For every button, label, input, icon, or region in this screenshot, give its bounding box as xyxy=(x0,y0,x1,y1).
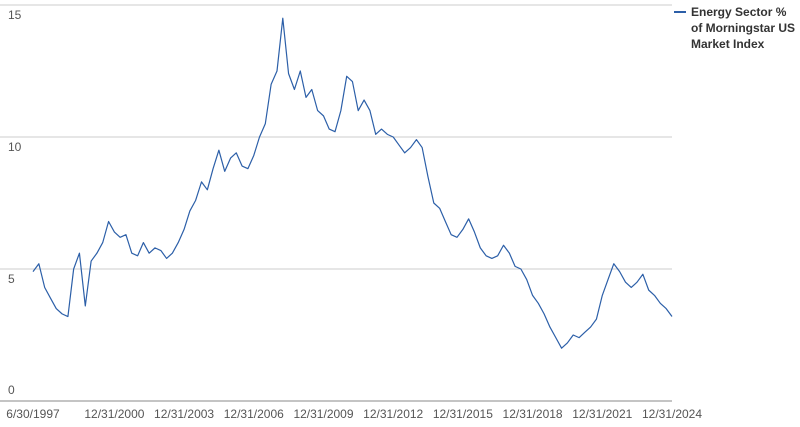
legend: Energy Sector % of Morningstar US Market… xyxy=(674,4,798,52)
y-tick-label: 5 xyxy=(8,272,15,286)
x-tick-label: 6/30/1997 xyxy=(6,407,60,421)
x-tick-label: 12/31/2003 xyxy=(154,407,214,421)
y-tick-label: 15 xyxy=(8,8,22,22)
y-tick-label: 10 xyxy=(8,140,22,154)
x-tick-label: 12/31/2012 xyxy=(363,407,423,421)
x-tick-label: 12/31/2000 xyxy=(84,407,144,421)
x-tick-label: 12/31/2009 xyxy=(293,407,353,421)
legend-swatch xyxy=(674,11,686,13)
x-tick-label: 12/31/2006 xyxy=(224,407,284,421)
y-tick-label: 0 xyxy=(8,383,15,397)
x-tick-label: 12/31/2021 xyxy=(572,407,632,421)
x-tick-label: 12/31/2018 xyxy=(503,407,563,421)
data-line xyxy=(32,17,673,349)
x-tick-label: 12/31/2015 xyxy=(433,407,493,421)
legend-label: Energy Sector % of Morningstar US Market… xyxy=(691,5,795,51)
x-tick-label: 12/31/2024 xyxy=(642,407,702,421)
